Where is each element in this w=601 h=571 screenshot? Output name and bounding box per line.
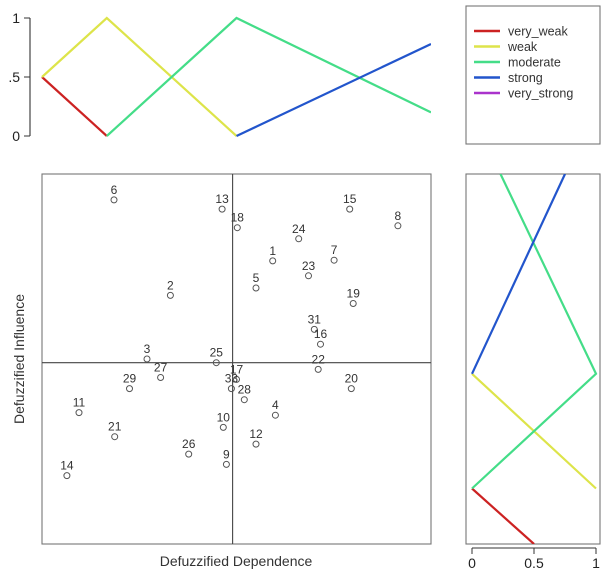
- point-label-13: 13: [215, 192, 229, 206]
- point-label-14: 14: [60, 459, 74, 473]
- point-label-16: 16: [314, 327, 328, 341]
- right-series-very_weak: [471, 487, 535, 544]
- point-1: [269, 257, 277, 265]
- point-label-2: 2: [167, 278, 174, 292]
- point-3: [143, 355, 151, 363]
- point-label-26: 26: [182, 437, 196, 451]
- point-29: [126, 385, 133, 393]
- point-label-3: 3: [144, 342, 151, 356]
- top-series-moderate: [106, 16, 431, 137]
- point-label-7: 7: [331, 243, 338, 257]
- top-series-strong: [236, 43, 431, 137]
- point-label-23: 23: [302, 259, 316, 273]
- point-label-21: 21: [108, 420, 122, 434]
- point-label-33: 33: [225, 372, 239, 386]
- point-15: [346, 205, 354, 213]
- legend-label-moderate: moderate: [508, 56, 561, 70]
- point-13: [218, 205, 226, 213]
- top-series-very_weak: [41, 76, 108, 137]
- point-22: [314, 365, 322, 373]
- right-x-ticklabel-half: 0.5: [524, 555, 544, 571]
- top-y-ticklabel-0: 0: [12, 128, 20, 144]
- point-label-18: 18: [231, 211, 245, 225]
- right-x-ticklabel-0: 0: [468, 555, 476, 571]
- right-panel-frame: [465, 173, 601, 545]
- point-25: [212, 359, 220, 367]
- top-series-weak: [41, 16, 238, 137]
- point-label-5: 5: [253, 271, 260, 285]
- point-9: [222, 460, 230, 468]
- point-label-31: 31: [308, 312, 322, 326]
- point-label-4: 4: [272, 398, 279, 412]
- point-label-8: 8: [395, 209, 402, 223]
- y-axis-label: Defuzzified Influence: [11, 294, 27, 424]
- point-5: [252, 284, 260, 292]
- point-16: [317, 340, 324, 348]
- point-label-1: 1: [269, 244, 276, 258]
- point-label-9: 9: [223, 447, 230, 461]
- point-10: [219, 423, 227, 431]
- point-11: [75, 409, 83, 417]
- point-label-17: 17: [230, 362, 244, 376]
- point-8: [394, 222, 402, 230]
- point-label-19: 19: [347, 287, 361, 301]
- point-23: [305, 272, 312, 280]
- point-27: [157, 374, 165, 381]
- point-26: [185, 450, 193, 458]
- scatter-frame: [41, 173, 432, 545]
- legend-label-very_strong: very_strong: [508, 87, 573, 101]
- point-label-25: 25: [210, 346, 224, 360]
- point-4: [271, 411, 279, 419]
- point-12: [252, 440, 260, 448]
- point-28: [240, 396, 248, 404]
- top-y-ticklabel-half: .5: [8, 69, 20, 85]
- right-series-weak: [471, 372, 597, 490]
- point-label-24: 24: [292, 222, 306, 236]
- legend-label-strong: strong: [508, 71, 543, 85]
- top-y-ticklabel-1: 1: [12, 10, 20, 26]
- x-axis-label: Defuzzified Dependence: [160, 553, 313, 569]
- point-label-20: 20: [345, 372, 359, 386]
- point-14: [63, 472, 71, 480]
- point-label-6: 6: [111, 183, 118, 197]
- point-label-27: 27: [154, 361, 168, 375]
- legend-label-weak: weak: [507, 40, 538, 54]
- right-x-ticklabel-1: 1: [592, 555, 600, 571]
- point-2: [166, 291, 174, 299]
- point-33: [227, 385, 235, 393]
- point-label-10: 10: [217, 410, 231, 424]
- right-membership-panel: 0 0.5 1: [465, 173, 601, 571]
- point-label-29: 29: [123, 372, 137, 386]
- point-label-12: 12: [249, 427, 263, 441]
- top-membership-panel: 1 .5 0: [8, 10, 431, 144]
- legend-box: [465, 5, 601, 145]
- point-24: [295, 235, 303, 243]
- point-21: [111, 433, 119, 441]
- point-label-11: 11: [73, 396, 86, 410]
- point-19: [349, 300, 357, 307]
- point-label-28: 28: [238, 383, 252, 397]
- point-7: [330, 256, 338, 264]
- point-6: [110, 196, 118, 204]
- legend-label-very_weak: very_weak: [508, 25, 568, 39]
- point-label-22: 22: [312, 352, 326, 366]
- right-series-strong: [471, 174, 566, 375]
- point-17: [233, 375, 240, 383]
- right-series-moderate: [471, 174, 598, 490]
- point-18: [233, 224, 241, 232]
- point-20: [347, 385, 355, 393]
- point-31: [310, 325, 318, 333]
- point-label-15: 15: [343, 192, 357, 206]
